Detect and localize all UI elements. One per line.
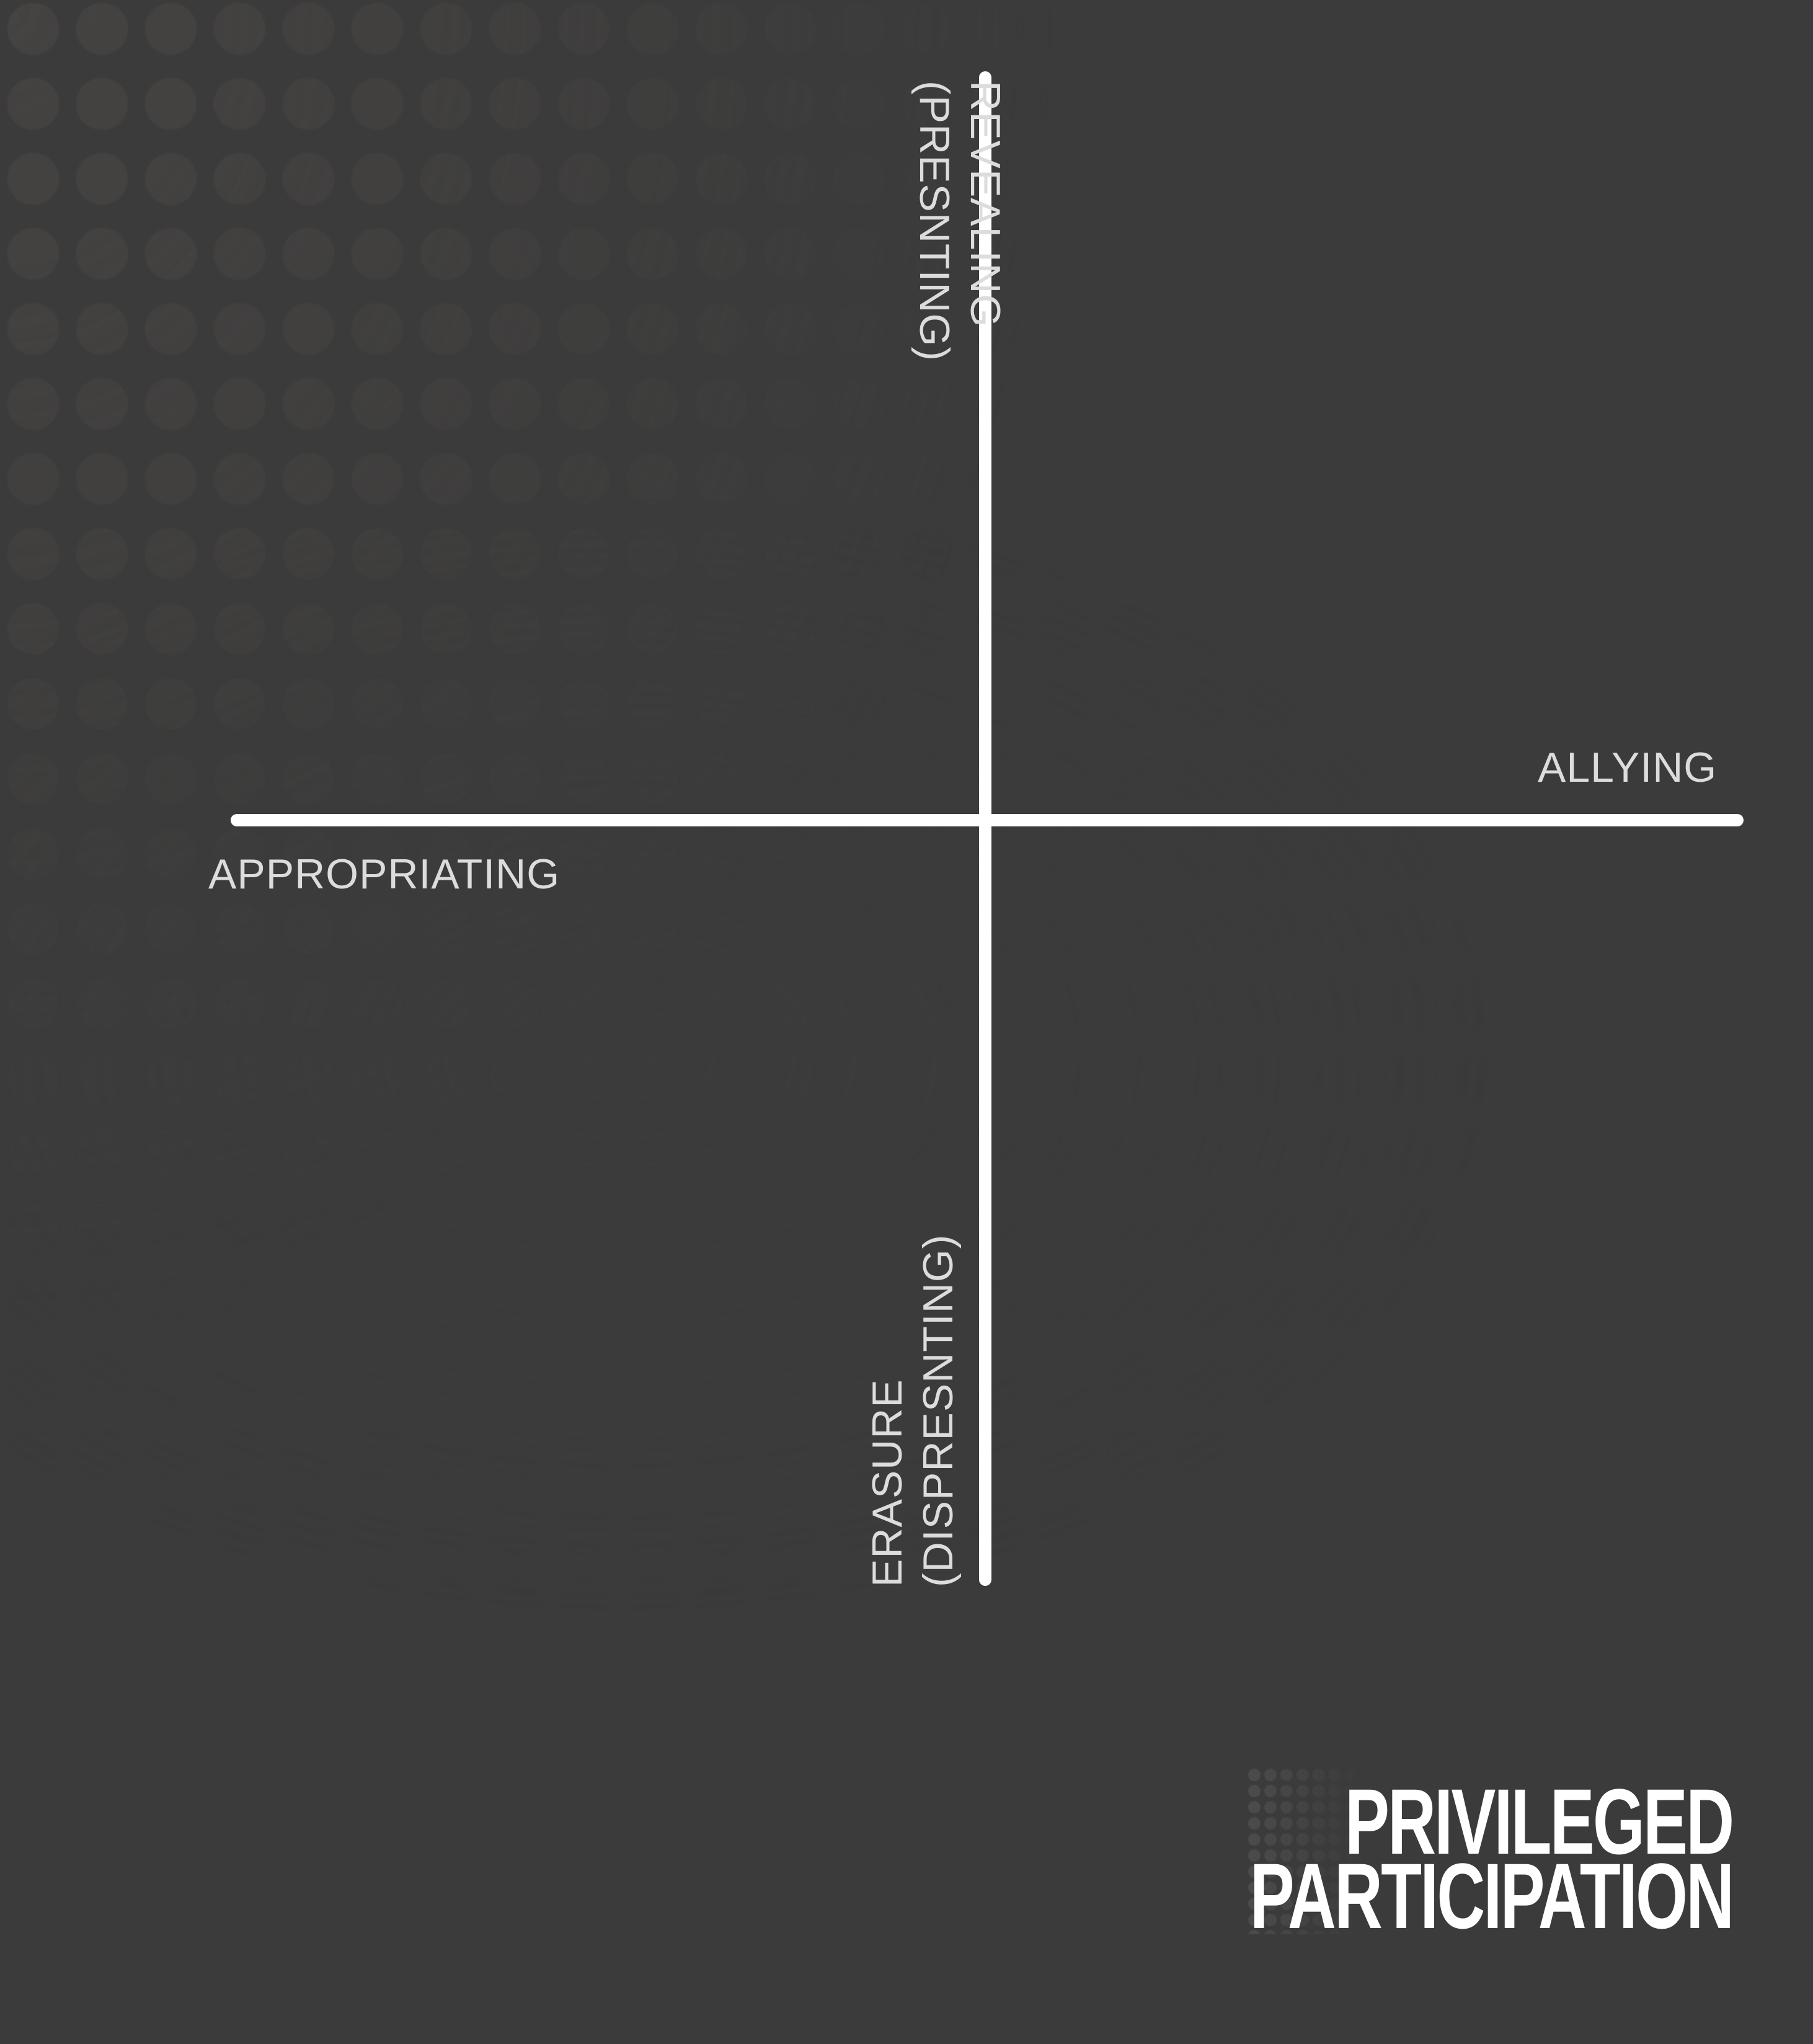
title-line-participation: PARTICIPATION <box>1249 1844 1734 1948</box>
axis-label-erasure: ERASURE <box>864 1379 911 1587</box>
axis-label-allying: ALLYING <box>1538 744 1718 791</box>
axis-label-erasure-group: ERASURE (DISPRESNTING) <box>862 1234 964 1587</box>
title-line-privileged: PRIVILEGED <box>1344 1769 1734 1874</box>
axis-label-revealing-group: REVEALING (PRESNTING) <box>909 81 1011 361</box>
axis-label-dispresnting: (DISPRESNTING) <box>915 1234 962 1587</box>
axis-label-presnting: (PRESNTING) <box>911 81 958 361</box>
axis-label-revealing: REVEALING <box>962 81 1009 328</box>
axis-label-appropriating: APPROPRIATING <box>208 851 561 898</box>
title-dot-pattern <box>1246 1767 1364 1934</box>
diagram-title: PRIVILEGED PARTICIPATION <box>1062 1769 1734 1948</box>
